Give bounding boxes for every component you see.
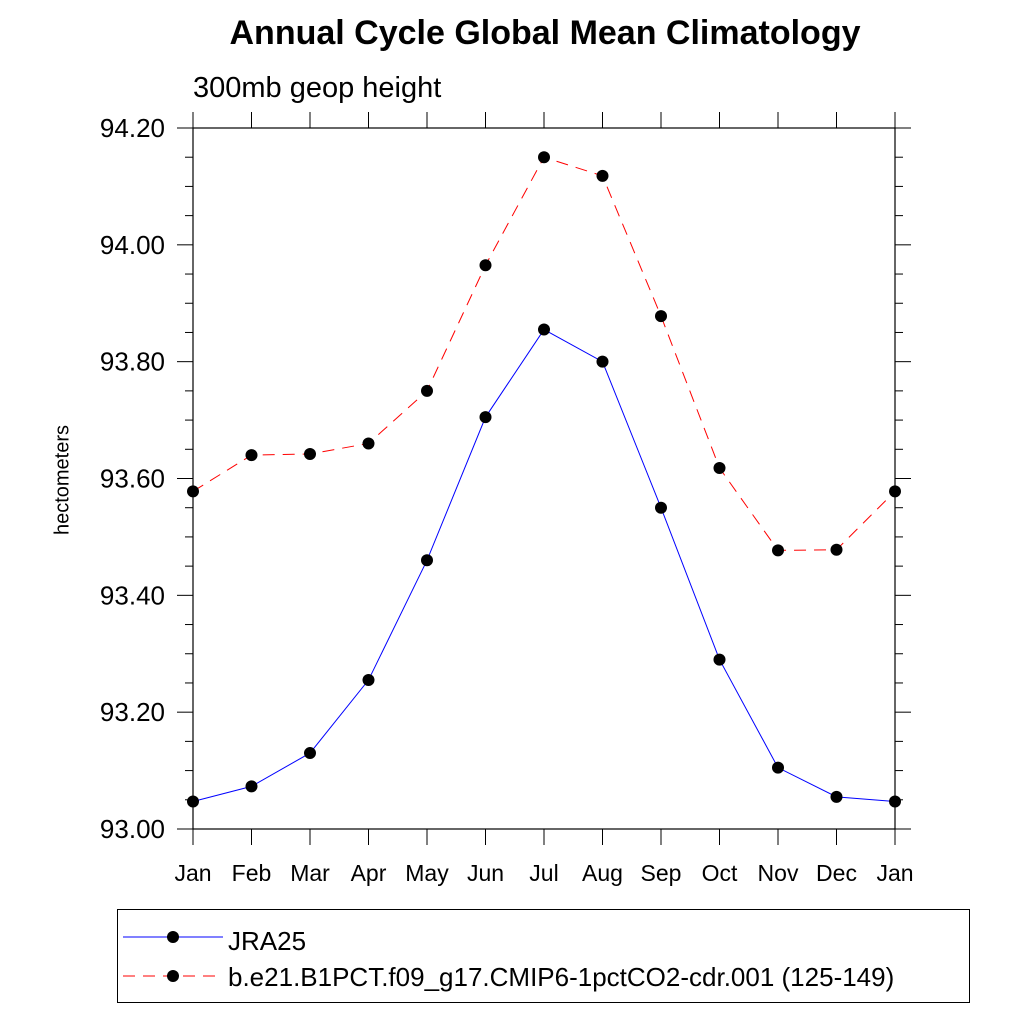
legend-swatch-jra25	[123, 931, 223, 943]
legend: JRA25 b.e21.B1PCT.f09_g17.CMIP6-1pctCO2-…	[117, 909, 970, 1003]
chart-title: Annual Cycle Global Mean Climatology	[229, 14, 861, 52]
data-point-series-1	[187, 485, 199, 498]
legend-label-jra25: JRA25	[228, 926, 307, 956]
legend-item-model: b.e21.B1PCT.f09_g17.CMIP6-1pctCO2-cdr.00…	[118, 960, 969, 996]
x-tick-label: Apr	[351, 860, 387, 886]
data-point-series-0	[479, 411, 492, 424]
y-tick-label: 94.20	[100, 113, 165, 143]
data-point-series-0	[187, 795, 199, 808]
data-point-series-0	[889, 795, 901, 808]
data-point-series-1	[655, 310, 667, 323]
x-tick-label: Jul	[529, 860, 558, 886]
series-line-1	[192, 156, 896, 551]
y-tick-label: 93.00	[100, 814, 165, 844]
data-point-series-0	[421, 554, 433, 567]
data-point-series-0	[304, 747, 316, 760]
x-tick-label: Aug	[582, 860, 623, 886]
x-tick-label: Jun	[467, 860, 504, 886]
data-point-series-0	[538, 323, 550, 336]
data-point-series-1	[304, 447, 316, 460]
data-point-series-1	[596, 169, 609, 182]
data-point-series-0	[772, 761, 784, 774]
chart-subtitle: 300mb geop height	[193, 72, 442, 104]
data-point-series-1	[421, 384, 433, 397]
x-tick-label: Oct	[702, 860, 738, 886]
data-point-series-1	[362, 437, 375, 450]
y-tick-label: 93.20	[100, 697, 165, 727]
x-tick-label: Feb	[232, 860, 272, 886]
y-tick-label: 94.00	[100, 230, 165, 260]
x-tick-label: Jan	[174, 860, 211, 886]
plot-frame	[192, 127, 896, 830]
data-point-series-1	[479, 259, 492, 272]
data-point-series-1	[713, 461, 726, 474]
data-point-series-0	[655, 501, 667, 514]
x-tick-label: Sep	[641, 860, 682, 886]
legend-swatch-model	[123, 970, 223, 982]
data-point-series-1	[245, 449, 258, 462]
x-tick-label: May	[405, 860, 449, 886]
data-point-series-0	[830, 790, 843, 803]
y-tick-label: 93.40	[100, 580, 165, 610]
y-tick-label: 93.60	[100, 464, 165, 494]
x-tick-label: Dec	[816, 860, 857, 886]
data-point-series-1	[772, 544, 784, 557]
x-tick-label: Mar	[290, 860, 330, 886]
data-point-series-0	[713, 653, 726, 666]
data-point-series-1	[538, 151, 550, 164]
legend-item-jra25: JRA25	[118, 924, 969, 960]
data-point-series-1	[889, 485, 901, 498]
series-line-0	[192, 328, 896, 803]
data-point-series-0	[245, 780, 258, 793]
legend-label-model: b.e21.B1PCT.f09_g17.CMIP6-1pctCO2-cdr.00…	[228, 962, 895, 992]
y-tick-label: 93.80	[100, 347, 165, 377]
x-tick-label: Jan	[876, 860, 913, 886]
x-tick-label: Nov	[758, 860, 799, 886]
data-point-series-1	[830, 543, 843, 556]
data-point-series-0	[362, 674, 375, 687]
data-point-series-0	[596, 355, 609, 368]
line-chart: 93.00 93.20 93.40 93.60 93.80 94.00 94.20 Jan Fe…	[100, 112, 914, 886]
